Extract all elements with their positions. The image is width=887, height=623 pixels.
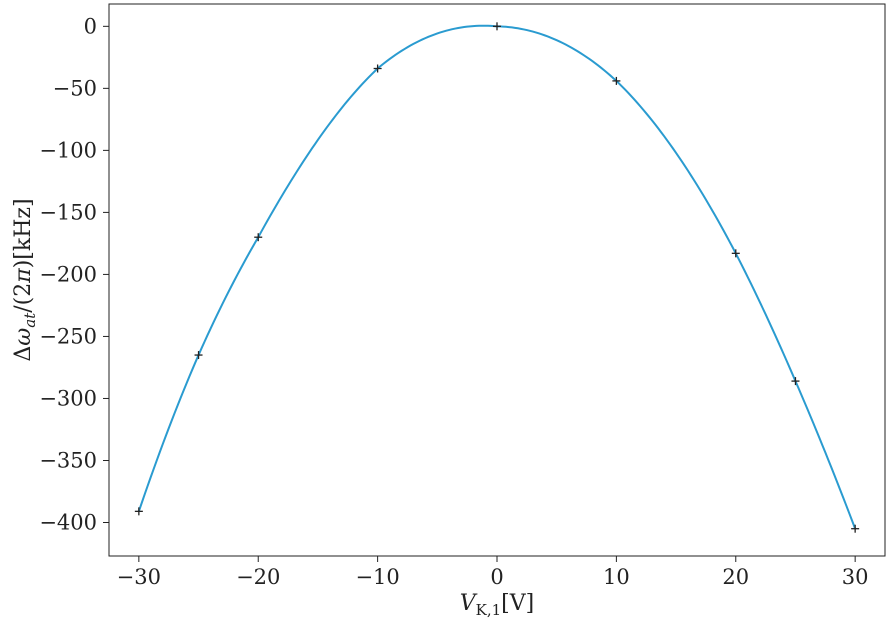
- y-tick-label: −250: [39, 324, 97, 348]
- y-tick-label: −150: [39, 200, 97, 224]
- x-tick-label: −20: [236, 565, 280, 589]
- data-point: [791, 377, 800, 386]
- x-tick-label: 0: [490, 565, 503, 589]
- data-point: [851, 524, 860, 533]
- y-axis: 0 −50 −100 −150 −200 −250 −300 −350 −400: [39, 14, 109, 535]
- data-point: [493, 22, 501, 31]
- data-point: [134, 507, 143, 516]
- y-tick-label: −50: [53, 76, 97, 100]
- x-tick-label: 20: [722, 565, 749, 589]
- y-tick-label: −400: [39, 511, 97, 535]
- x-axis: −30 −20 −10 0 10 20 30: [117, 556, 869, 589]
- y-tick-label: −300: [39, 386, 97, 410]
- data-point: [254, 233, 263, 242]
- plot-area: [108, 3, 886, 557]
- x-tick-label: 30: [842, 565, 869, 589]
- data-point: [373, 64, 382, 73]
- data-point: [731, 249, 740, 258]
- y-tick-label: −100: [39, 138, 97, 162]
- y-tick-label: 0: [84, 14, 97, 38]
- data-points: [134, 22, 860, 533]
- x-axis-label: VK,1[V]: [460, 591, 534, 619]
- y-tick-label: −350: [39, 448, 97, 472]
- y-tick-label: −200: [39, 262, 97, 286]
- x-tick-label: 10: [603, 565, 630, 589]
- x-tick-label: −30: [117, 565, 161, 589]
- y-axis-label: Δωat/(2π)[kHz]: [11, 198, 39, 361]
- data-point: [612, 76, 621, 85]
- x-tick-label: −10: [355, 565, 399, 589]
- data-point: [194, 351, 203, 360]
